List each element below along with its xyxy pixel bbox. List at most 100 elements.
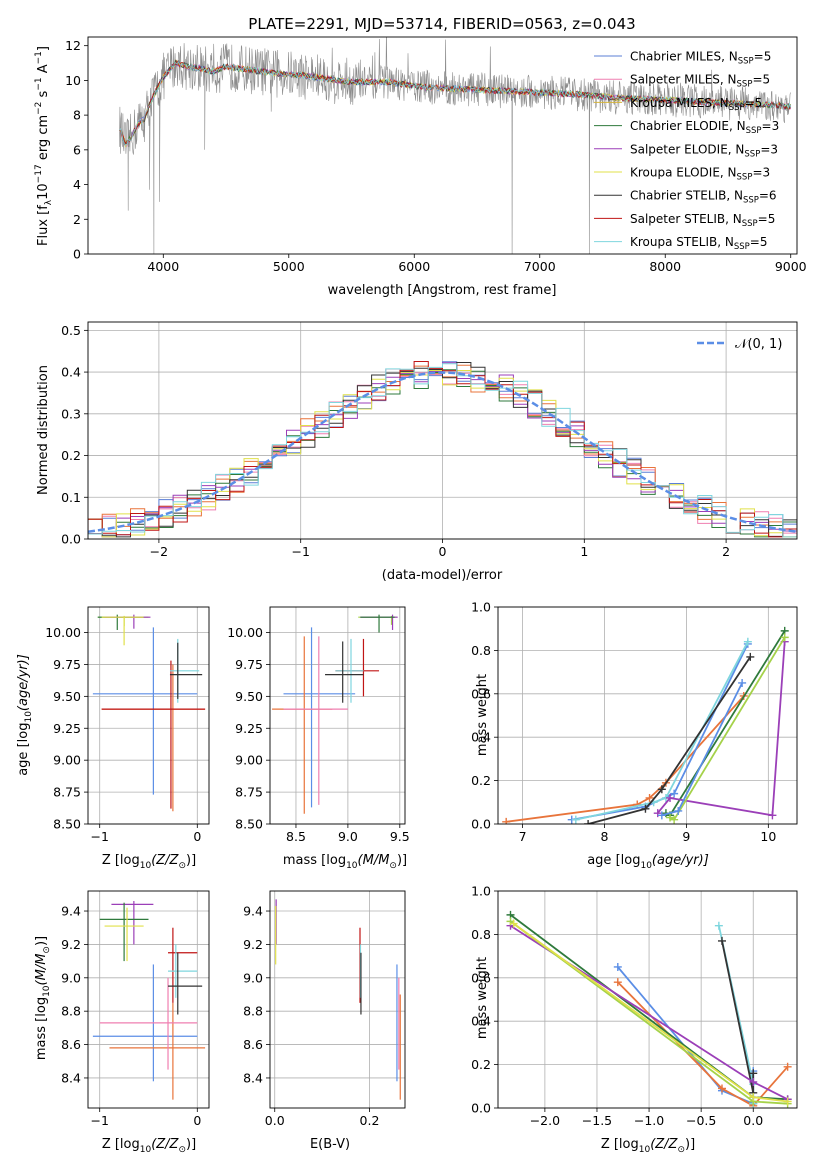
y-tick-label: 9.4	[61, 904, 81, 919]
series-marker	[666, 793, 675, 802]
mass-vs-ebv-xlabel: E(B-V)	[310, 1137, 350, 1152]
y-tick-label: 8.6	[243, 1037, 263, 1052]
series-line	[657, 641, 786, 817]
legend-label-tail: =6	[759, 189, 777, 203]
legend-label-tail: =5	[752, 73, 770, 87]
legend-label-main: Kroupa ELODIE, N	[630, 166, 737, 180]
y-tick-label: 8.8	[243, 1004, 263, 1019]
legend-label-tail: =5	[754, 50, 772, 64]
histogram-group	[88, 361, 797, 538]
series-marker	[743, 637, 752, 646]
age-vs-Z-xlabel: Z [log10(Z/Z⊙)]	[102, 853, 196, 871]
legend-label-sub: SSP	[729, 103, 745, 113]
y-tick-label: 9.75	[53, 657, 81, 672]
legend-label-tail: =3	[760, 142, 778, 156]
legend-label-sub: SSP	[737, 173, 753, 183]
errorbar-point	[335, 638, 364, 703]
residuals-legend: 𝒩(0, 1)	[697, 337, 782, 352]
y-tick-label: 10	[65, 73, 81, 88]
mass-vs-Z-plot-area: −1 0 8.4 8.6 8.8 9.0 9.2 9.4	[61, 890, 210, 1128]
series-marker	[641, 804, 650, 813]
y-tick-label: 0.0	[61, 532, 81, 547]
errorbar-point	[169, 642, 203, 699]
y-tick-label: 8.4	[243, 1070, 263, 1085]
x-tick-label: 9.0	[338, 829, 358, 844]
residuals-panel: −2 −1 0 1 2 0.0 0.1 0.2 0.3 0.4 0.5 (data-model)/e…	[36, 321, 798, 583]
series-group	[502, 626, 789, 824]
legend-label-main: Chabrier STELIB, N	[630, 189, 743, 203]
errorbar-point	[104, 907, 144, 962]
series-marker	[749, 1069, 758, 1078]
x-tick-label: 9	[682, 829, 690, 844]
legend-label-main: Kroupa MILES, N	[630, 96, 729, 110]
series-marker	[670, 815, 679, 824]
spectrum-title: PLATE=2291, MJD=53714, FIBERID=0563, z=0…	[248, 15, 635, 33]
x-tick-label: 9000	[775, 259, 807, 274]
axes-frame	[497, 890, 798, 1109]
y-tick-label: 1.0	[471, 600, 491, 615]
series-marker	[571, 815, 580, 824]
series	[584, 652, 755, 824]
age-vs-Z-ylabel: age [log10(age/yr)]	[16, 654, 34, 776]
x-tick-label: −1.5	[582, 1113, 612, 1128]
y-tick-label: 9.25	[53, 721, 81, 736]
legend-label: Chabrier STELIB, NSSP=6	[630, 189, 777, 206]
series	[509, 919, 792, 1106]
legend-label-sub: SSP	[744, 149, 760, 159]
errorbar-group	[272, 614, 398, 814]
legend-label-tail: =5	[758, 212, 776, 226]
y-tick-label: 0.8	[471, 643, 491, 658]
series-marker	[666, 813, 675, 822]
legend-label-tail: =5	[750, 235, 768, 249]
errorbar-point	[111, 901, 154, 945]
legend-label: Salpeter STELIB, NSSP=5	[630, 212, 775, 229]
x-tick-label: 0	[439, 544, 447, 559]
series-marker	[645, 793, 654, 802]
legend-label: Chabrier MILES, NSSP=5	[630, 50, 771, 67]
series-marker	[780, 633, 789, 642]
y-tick-label: 9.75	[235, 657, 263, 672]
series-marker	[783, 1097, 792, 1106]
spectrum-lines	[119, 37, 792, 254]
legend-label-tail: =3	[762, 119, 780, 133]
y-tick-label: 9.4	[243, 904, 263, 919]
x-tick-label: 0	[193, 1113, 201, 1128]
series-marker	[670, 789, 679, 798]
errorbar-point	[168, 952, 203, 1015]
y-tick-label: 12	[65, 38, 81, 53]
errorbar-point	[92, 627, 198, 795]
errorbar-point	[283, 636, 348, 805]
axes-frame	[269, 606, 406, 825]
residuals-ylabel: Normed distribution	[36, 365, 51, 495]
y-tick-label: 8.75	[235, 785, 263, 800]
y-tick-label: 0.4	[471, 1014, 491, 1029]
y-tick-label: 9.50	[53, 689, 81, 704]
residuals-xlabel: (data-model)/error	[382, 568, 503, 583]
series-marker	[717, 936, 726, 945]
errorbar-group	[92, 901, 206, 1100]
series-marker	[584, 820, 593, 824]
mass-vs-Z-ylabel: mass [log10(M/M⊙)]	[34, 936, 52, 1060]
x-tick-label: −1.0	[634, 1113, 664, 1128]
legend-label-main: Chabrier ELODIE, N	[630, 119, 746, 133]
y-tick-label: 1.0	[471, 884, 491, 899]
x-tick-label: 8.5	[286, 829, 306, 844]
residuals-legend-label: 𝒩(0, 1)	[735, 337, 782, 352]
series	[571, 637, 752, 824]
y-tick-label: 9.2	[61, 937, 81, 952]
axes-frame	[87, 890, 210, 1109]
weight-vs-Z-plot-area: −2.0 −1.5 −1.0 −0.5 0.0 0.0 0.2 0.4 0.6 0.8 1.0	[471, 884, 798, 1128]
x-tick-label: −1	[90, 1113, 108, 1128]
x-tick-label: 4000	[147, 259, 179, 274]
errorbar-point	[101, 660, 206, 809]
x-tick-label: 0.2	[360, 1113, 380, 1128]
y-tick-label: 8.75	[53, 785, 81, 800]
x-tick-label: 8000	[649, 259, 681, 274]
age-vs-mass-xlabel: mass [log10(M/M⊙)]	[283, 853, 407, 871]
axes-frame	[497, 606, 798, 825]
y-tick-label: 0.1	[61, 490, 81, 505]
series-marker	[657, 811, 666, 820]
y-tick-label: 0.8	[471, 927, 491, 942]
legend-label-sub: SSP	[737, 80, 753, 90]
errorbar-point	[168, 944, 198, 998]
